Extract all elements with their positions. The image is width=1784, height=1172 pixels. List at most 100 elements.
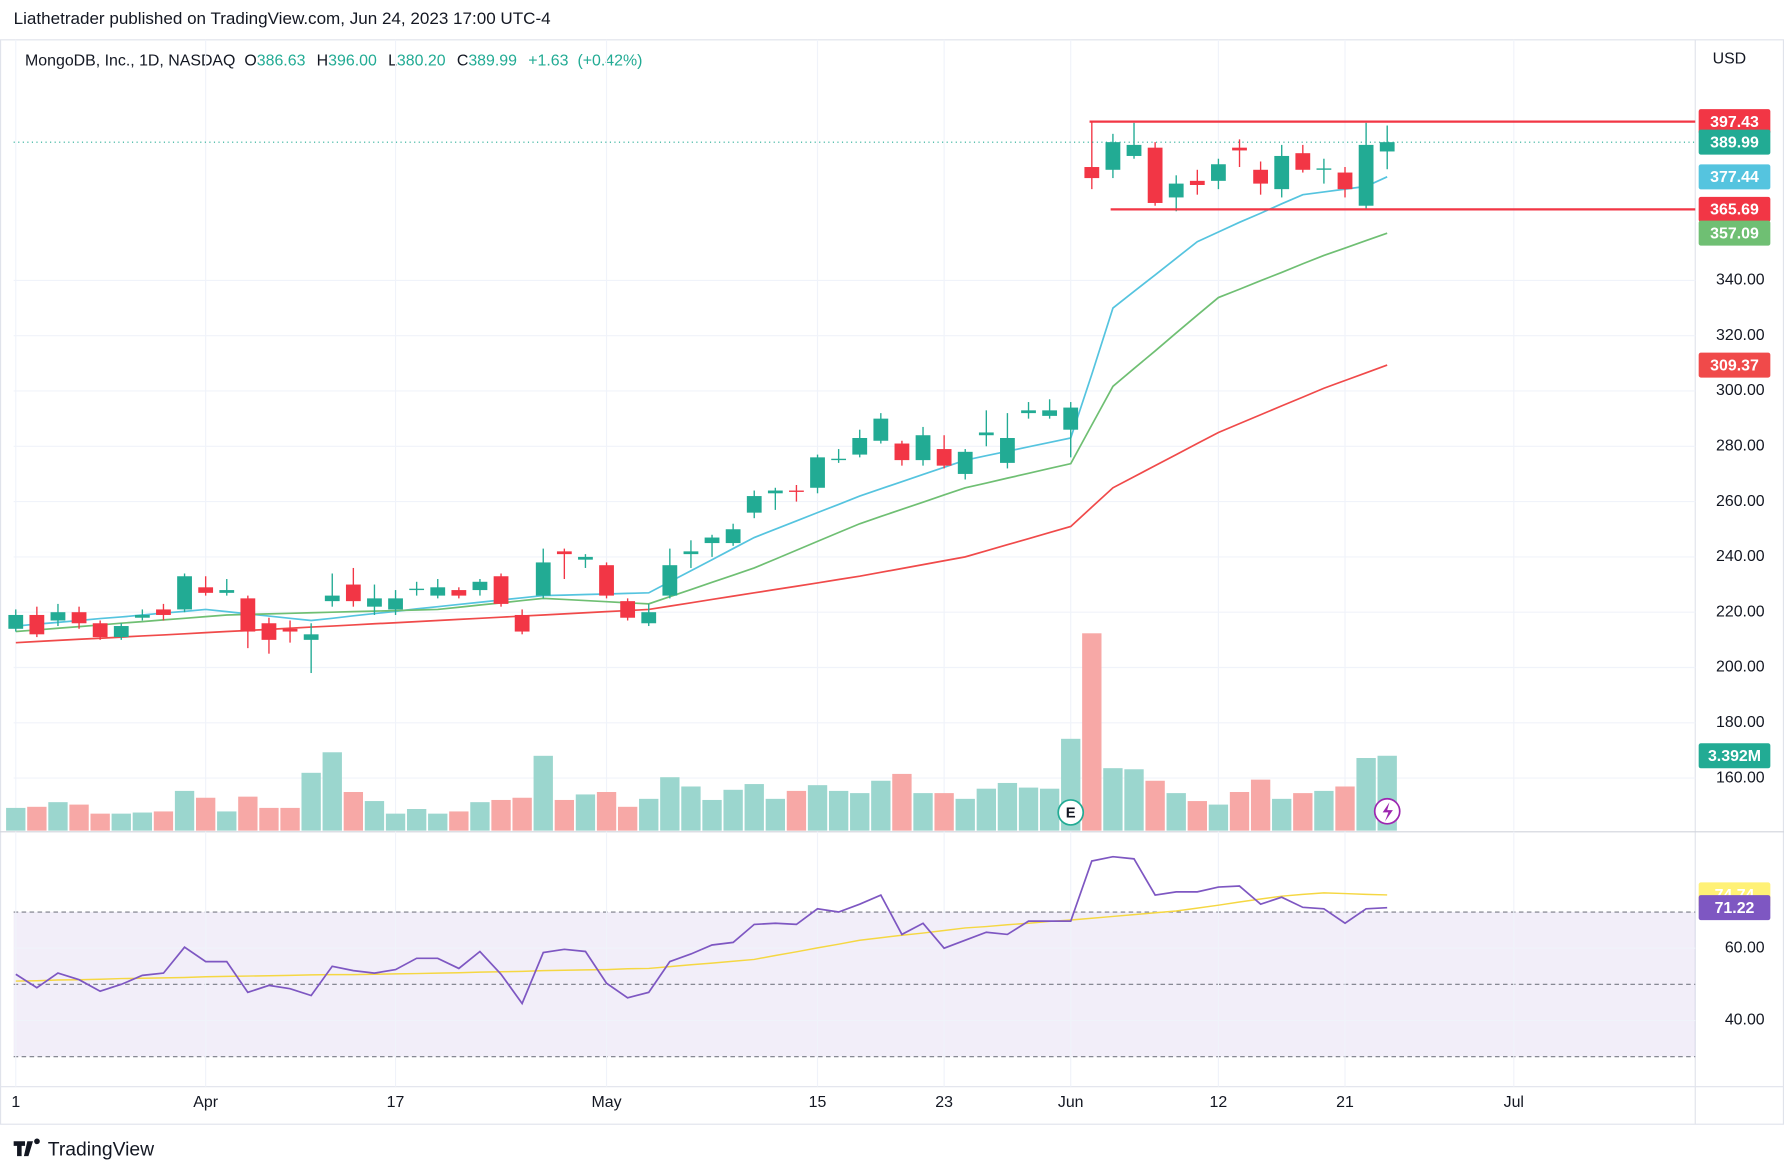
volume-bar [343, 792, 364, 831]
volume-bar [1039, 788, 1060, 831]
candle-body [873, 418, 889, 441]
volume-bar [428, 813, 448, 831]
lightning-icon [1382, 802, 1393, 822]
candle-body [345, 584, 361, 602]
volume-bar [364, 801, 385, 831]
volume-bar [238, 796, 258, 831]
y-tick-label: 340.00 [1716, 272, 1765, 289]
candle-body [219, 590, 235, 593]
candle-body [1000, 437, 1015, 463]
candle-body [599, 565, 614, 596]
volume-bar [596, 792, 617, 831]
volume-bar [1335, 786, 1355, 831]
candle-body [1084, 167, 1100, 179]
volume-bar [280, 807, 300, 831]
candle-body [493, 576, 509, 604]
candle-body [535, 562, 551, 596]
rsi-label-box [1698, 895, 1771, 921]
y-tick-label: 180.00 [1716, 714, 1765, 731]
volume-label: 3.392M [1708, 748, 1761, 765]
x-tick-label: Jul [1504, 1094, 1524, 1111]
level-label-box [1698, 109, 1771, 135]
x-tick-label: 12 [1210, 1094, 1228, 1111]
candle-body [789, 490, 804, 492]
volume-bar [1145, 780, 1165, 831]
x-tick-label: Apr [193, 1094, 218, 1111]
candle-body [1379, 142, 1395, 152]
tradingview-logo[interactable]: TradingView [13, 1138, 155, 1160]
x-tick-label: Jun [1058, 1094, 1084, 1111]
volume-bar [617, 806, 638, 831]
candle-body [1274, 155, 1290, 190]
volume-bar [575, 794, 596, 831]
candle-body [1105, 142, 1121, 170]
candle-body [662, 565, 678, 596]
rsi-label: 71.22 [1715, 900, 1755, 917]
volume-bar [807, 785, 828, 831]
volume-bar [976, 788, 996, 831]
volume-bar [554, 799, 575, 831]
candle-body [430, 587, 446, 596]
candle-body [831, 458, 847, 461]
volume-bar [69, 804, 89, 831]
volume-bar [1124, 769, 1144, 831]
y-tick-label: 220.00 [1716, 603, 1765, 620]
candle-body [8, 614, 24, 629]
candle-body [29, 614, 45, 635]
volume-bar [322, 752, 342, 831]
moving-average-line [15, 364, 1388, 644]
moving-average-line [15, 176, 1388, 627]
candle-body [1147, 147, 1163, 203]
x-tick-label: 17 [387, 1094, 405, 1111]
candle-body [767, 490, 783, 494]
x-tick-label: May [592, 1094, 622, 1111]
ma-label: 309.37 [1710, 357, 1759, 374]
logo-icon [13, 1138, 40, 1157]
candle-body [198, 587, 214, 593]
volume-bar [828, 790, 849, 831]
volume-bar [533, 755, 553, 831]
candle-body [936, 449, 952, 466]
candle-body [578, 556, 593, 560]
y-tick-label: 300.00 [1716, 382, 1765, 399]
candle-body [282, 628, 298, 632]
logo-text: TradingView [48, 1138, 154, 1160]
dividend-marker[interactable] [1373, 797, 1401, 825]
volume-bar [997, 782, 1018, 831]
volume-bar [217, 811, 237, 831]
x-tick-label: 21 [1336, 1094, 1354, 1111]
volume-bar [470, 802, 490, 831]
candle-body [725, 529, 741, 544]
volume-bar [153, 811, 174, 831]
candle-body [177, 576, 192, 610]
candle-body [1253, 169, 1269, 184]
candle-body [50, 612, 66, 621]
candle-body [620, 601, 636, 618]
candle-body [324, 595, 340, 602]
candle-body [1168, 183, 1184, 198]
candle-body [1337, 172, 1353, 190]
legend-value: 389.99 [468, 53, 517, 70]
legend-value: 386.63 [257, 53, 306, 70]
candle-body [556, 551, 572, 555]
legend-key: C [457, 53, 468, 70]
level-label: 365.69 [1710, 202, 1759, 219]
volume-bar [512, 797, 532, 831]
event-marker[interactable]: E [1057, 799, 1085, 826]
rsi-line [15, 855, 1388, 1006]
candle-body [1189, 180, 1205, 185]
level-label-box [1698, 196, 1771, 222]
volume-bar [48, 802, 68, 831]
candle-body [683, 551, 699, 555]
candle-body [641, 612, 657, 624]
candle-body [71, 612, 87, 624]
candle-body [472, 581, 488, 591]
ma-label-box [1698, 220, 1771, 246]
currency-label: USD [1713, 50, 1747, 67]
x-tick-label: 15 [809, 1094, 827, 1111]
volume-bar [850, 793, 870, 831]
event-label: E [1066, 805, 1076, 821]
volume-label-box [1698, 743, 1771, 769]
candle-body [1063, 407, 1079, 430]
candle-body [1126, 144, 1142, 156]
